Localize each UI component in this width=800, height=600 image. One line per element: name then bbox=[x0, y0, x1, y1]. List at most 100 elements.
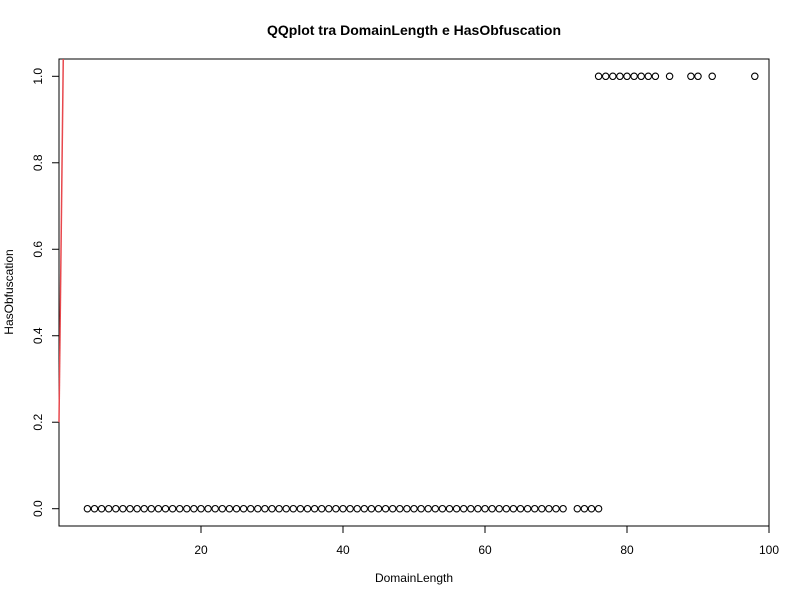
y-tick-label: 0.6 bbox=[31, 241, 45, 258]
data-point bbox=[239, 504, 248, 513]
data-point bbox=[651, 72, 660, 81]
data-point bbox=[367, 504, 376, 513]
x-axis: 20 40 60 80 100 bbox=[194, 525, 779, 557]
data-point bbox=[225, 504, 234, 513]
data-point bbox=[481, 504, 489, 513]
data-point bbox=[559, 504, 567, 513]
data-point bbox=[254, 504, 262, 513]
data-point bbox=[665, 72, 674, 81]
data-point bbox=[601, 72, 610, 81]
data-point bbox=[630, 72, 638, 81]
data-point bbox=[133, 504, 141, 513]
data-point bbox=[502, 504, 511, 513]
data-point bbox=[275, 504, 283, 513]
data-point bbox=[403, 504, 411, 513]
x-tick-label: 40 bbox=[336, 543, 350, 557]
data-point bbox=[104, 504, 113, 513]
data-point bbox=[445, 504, 454, 513]
data-point bbox=[282, 504, 290, 513]
data-point bbox=[438, 504, 447, 513]
data-point bbox=[573, 504, 582, 513]
data-point bbox=[467, 504, 475, 513]
data-point bbox=[708, 72, 716, 81]
data-point bbox=[609, 72, 617, 81]
data-point bbox=[126, 504, 134, 513]
data-point bbox=[381, 504, 390, 513]
data-point bbox=[545, 504, 553, 513]
data-point bbox=[147, 504, 156, 513]
data-point bbox=[523, 504, 532, 513]
data-point bbox=[587, 504, 596, 513]
x-tick-label: 20 bbox=[194, 543, 208, 557]
x-tick-label: 80 bbox=[620, 543, 634, 557]
data-point bbox=[140, 504, 148, 513]
data-point bbox=[644, 72, 653, 81]
data-point bbox=[474, 504, 482, 513]
x-axis-label: DomainLength bbox=[375, 571, 453, 585]
y-axis-label: HasObfuscation bbox=[2, 249, 16, 334]
data-point bbox=[538, 504, 546, 513]
data-point bbox=[325, 504, 333, 513]
data-point bbox=[616, 72, 624, 81]
data-point bbox=[388, 504, 397, 513]
data-point bbox=[374, 504, 383, 513]
data-point bbox=[332, 504, 340, 513]
data-point bbox=[452, 504, 461, 513]
data-point bbox=[396, 504, 404, 513]
chart-title: QQplot tra DomainLength e HasObfuscation bbox=[267, 22, 561, 38]
data-points bbox=[83, 72, 759, 513]
y-tick-label: 1.0 bbox=[31, 68, 45, 85]
data-point bbox=[197, 504, 205, 513]
data-point bbox=[303, 504, 312, 513]
data-point bbox=[637, 72, 645, 81]
data-point bbox=[289, 504, 298, 513]
data-point bbox=[530, 504, 539, 513]
data-point bbox=[211, 504, 219, 513]
data-point bbox=[161, 504, 170, 513]
reference-line-layer bbox=[58, 58, 65, 423]
data-point bbox=[339, 504, 347, 513]
data-point bbox=[261, 504, 269, 513]
data-point bbox=[97, 504, 106, 513]
data-point bbox=[594, 72, 603, 81]
data-point bbox=[83, 504, 92, 513]
data-point bbox=[232, 504, 241, 513]
data-point bbox=[346, 504, 354, 513]
plot-frame bbox=[58, 58, 770, 527]
y-tick-label: 0.4 bbox=[31, 327, 45, 344]
y-tick-label: 0.0 bbox=[31, 500, 45, 517]
data-point bbox=[112, 504, 120, 513]
data-point bbox=[154, 504, 163, 513]
y-tick-label: 0.8 bbox=[31, 154, 45, 171]
data-point bbox=[296, 504, 305, 513]
data-point bbox=[459, 504, 468, 513]
data-point bbox=[580, 504, 589, 513]
data-point bbox=[183, 504, 191, 513]
data-point bbox=[516, 504, 525, 513]
data-point bbox=[495, 504, 503, 513]
data-point bbox=[360, 504, 369, 513]
data-point bbox=[424, 504, 432, 513]
x-tick-label: 60 bbox=[478, 543, 492, 557]
data-point bbox=[168, 504, 177, 513]
data-point bbox=[509, 504, 518, 513]
data-point bbox=[90, 504, 99, 513]
data-point bbox=[268, 504, 276, 513]
data-point bbox=[687, 72, 695, 81]
data-point bbox=[552, 504, 560, 513]
data-point bbox=[246, 504, 255, 513]
data-point bbox=[417, 504, 425, 513]
data-point bbox=[190, 504, 198, 513]
data-point bbox=[204, 504, 212, 513]
data-point bbox=[431, 504, 440, 513]
data-point bbox=[353, 504, 361, 513]
y-tick-label: 0.2 bbox=[31, 414, 45, 431]
data-point bbox=[218, 504, 227, 513]
data-point bbox=[175, 504, 184, 513]
data-point bbox=[623, 72, 631, 81]
data-point bbox=[119, 504, 127, 513]
data-point bbox=[310, 504, 319, 513]
y-axis: 0.0 0.2 0.4 0.6 0.8 1.0 bbox=[31, 68, 60, 517]
data-point bbox=[317, 504, 326, 513]
